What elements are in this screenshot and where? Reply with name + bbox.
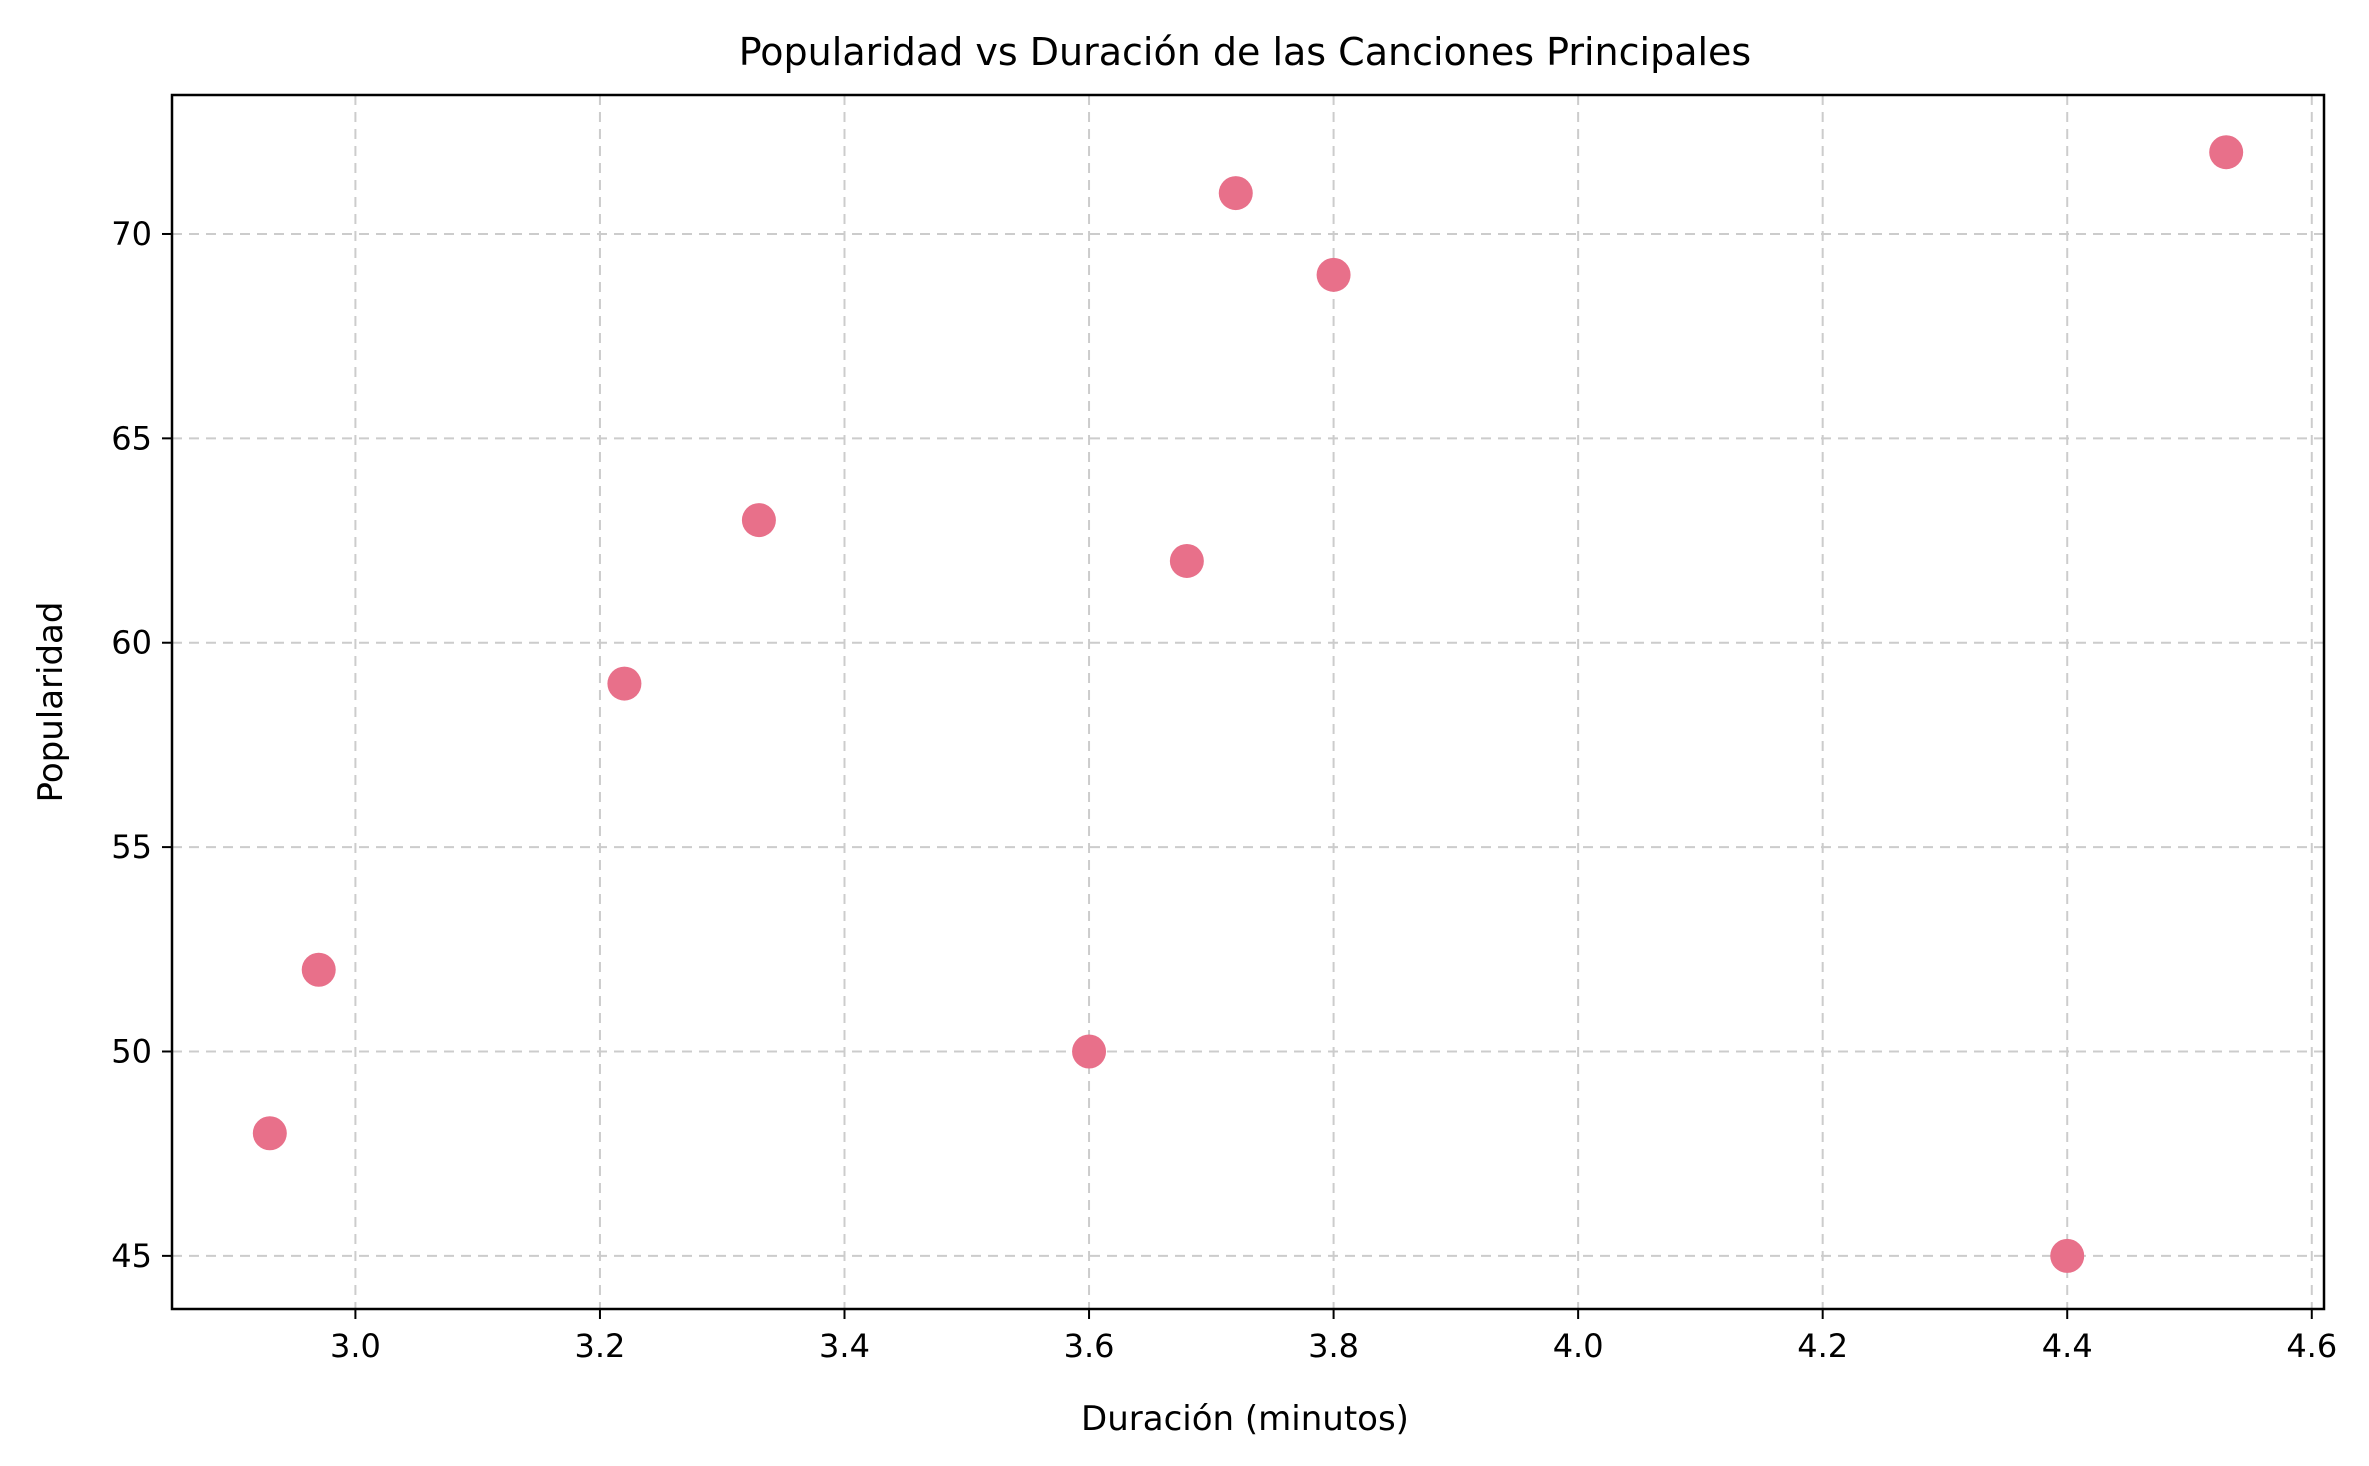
x-tick-label: 3.4	[819, 1327, 870, 1365]
data-point	[301, 952, 336, 987]
data-points	[252, 135, 2244, 1273]
data-point	[1072, 1034, 1107, 1069]
y-tick-label: 45	[111, 1237, 152, 1275]
y-axis-ticks: 45 50 55 60 65 70	[111, 215, 172, 1275]
data-point	[1316, 257, 1351, 292]
y-tick-label: 60	[111, 624, 152, 662]
data-point	[2050, 1238, 2085, 1273]
x-tick-label: 4.0	[1553, 1327, 1604, 1365]
x-tick-label: 3.0	[330, 1327, 381, 1365]
y-axis-label: Popularidad	[31, 602, 71, 803]
data-point	[2209, 135, 2244, 170]
chart-title: Popularidad vs Duración de las Canciones…	[739, 30, 1751, 74]
data-point	[741, 503, 776, 538]
data-point	[1169, 543, 1204, 578]
plot-area-frame	[170, 93, 2326, 1311]
data-point	[1218, 176, 1253, 211]
x-tick-label: 4.4	[2042, 1327, 2093, 1365]
y-tick-label: 55	[111, 828, 152, 866]
x-axis-ticks: 3.0 3.2 3.4 3.6 3.8 4.0 4.2 4.4 4.6	[330, 1309, 2337, 1365]
x-tick-label: 3.6	[1064, 1327, 1115, 1365]
x-tick-label: 3.8	[1308, 1327, 1359, 1365]
y-tick-label: 50	[111, 1032, 152, 1070]
data-point	[607, 666, 642, 701]
grid-lines	[172, 95, 2324, 1309]
x-axis-label: Duración (minutos)	[1081, 1399, 1409, 1439]
x-tick-label: 4.6	[2286, 1327, 2337, 1365]
data-point	[252, 1116, 287, 1151]
y-tick-label: 70	[111, 215, 152, 253]
x-tick-label: 3.2	[575, 1327, 626, 1365]
y-tick-label: 65	[111, 419, 152, 457]
x-tick-label: 4.2	[1797, 1327, 1848, 1365]
